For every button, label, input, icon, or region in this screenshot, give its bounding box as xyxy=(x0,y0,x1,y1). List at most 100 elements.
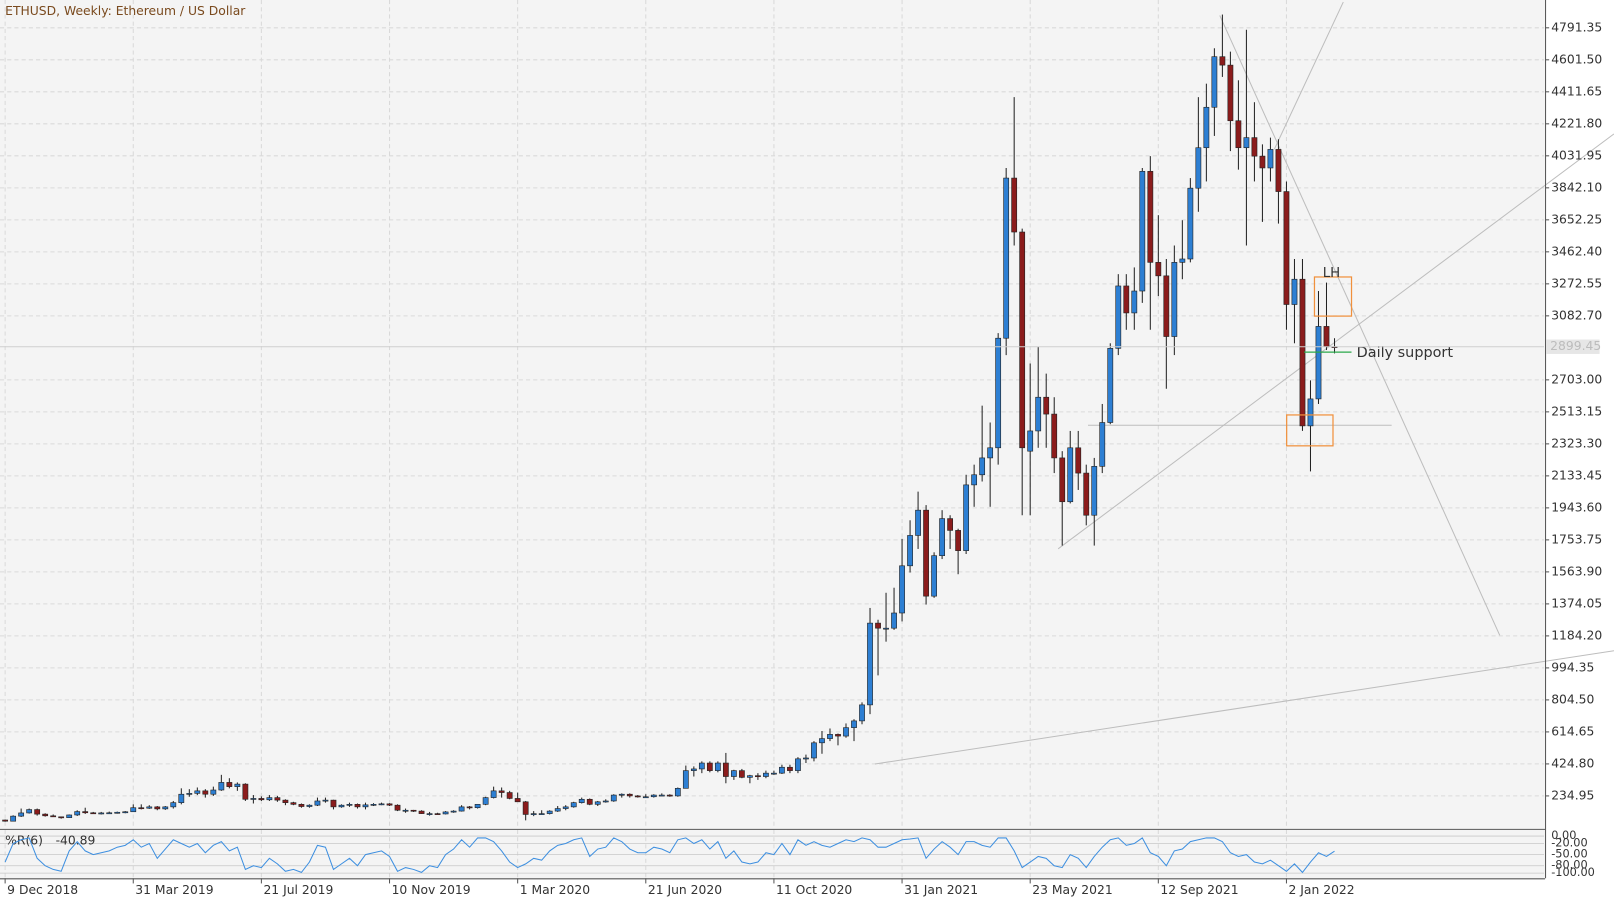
candle-body xyxy=(450,810,457,813)
candle-body xyxy=(891,612,897,629)
y-tick-label: 804.50 xyxy=(1551,692,1594,706)
candle-body xyxy=(130,807,137,813)
candle-body xyxy=(386,803,393,806)
candle-body xyxy=(1219,56,1226,66)
candle-body xyxy=(194,790,201,794)
x-tick-label: 11 Oct 2020 xyxy=(776,883,852,897)
candle-body xyxy=(698,762,705,770)
candle-body xyxy=(1051,413,1058,459)
candle-body xyxy=(282,799,289,803)
candle-body xyxy=(1011,177,1018,233)
candle-body xyxy=(482,797,489,805)
y-tick-label: 1753.75 xyxy=(1551,532,1602,546)
candle-body xyxy=(154,806,161,810)
candle-body xyxy=(402,809,409,812)
candle-body xyxy=(1083,472,1090,516)
trend-line xyxy=(1219,15,1501,636)
candle-body xyxy=(1211,56,1218,108)
candle-body xyxy=(1235,120,1242,149)
y-tick-label: 4221.80 xyxy=(1551,116,1602,130)
candle-body xyxy=(538,813,545,815)
candle-body xyxy=(931,555,937,597)
candle-body xyxy=(1019,231,1026,449)
y-tick-label: 614.65 xyxy=(1551,724,1594,738)
candle-body xyxy=(963,484,970,551)
candle-body xyxy=(907,535,913,567)
candle-body xyxy=(1067,447,1074,503)
annotation: LH xyxy=(1323,266,1341,281)
candle-body xyxy=(58,816,65,819)
candle-body xyxy=(330,799,337,808)
candle-body xyxy=(426,813,433,815)
candle-body xyxy=(162,806,169,810)
candle-body xyxy=(915,509,921,536)
candle-body xyxy=(2,819,9,822)
candle-body xyxy=(1115,285,1122,349)
candle-body xyxy=(114,811,121,814)
candle-body xyxy=(819,738,825,744)
candle-body xyxy=(747,775,753,778)
y-tick-label: 2513.15 xyxy=(1551,404,1602,418)
candle-body xyxy=(546,810,553,814)
chart-title: ETHUSD, Weekly: Ethereum / US Dollar xyxy=(5,4,246,18)
candle-body xyxy=(1187,187,1194,260)
x-tick-label: 12 Sep 2021 xyxy=(1160,883,1238,897)
candle-body xyxy=(1123,285,1130,314)
candle-body xyxy=(266,797,273,801)
x-tick-label: 23 May 2021 xyxy=(1032,883,1112,897)
candle-body xyxy=(899,565,905,614)
candle-body xyxy=(74,811,81,816)
candle-body xyxy=(594,801,601,805)
candle-body xyxy=(971,474,978,486)
candle-body xyxy=(506,792,513,799)
candle-body xyxy=(1195,147,1202,189)
x-tick-label: 10 Nov 2019 xyxy=(392,883,471,897)
trend-line xyxy=(1057,133,1614,550)
candle-body xyxy=(650,794,657,798)
candle-body xyxy=(722,762,729,777)
candle-body xyxy=(1323,326,1330,347)
annotation: Daily support xyxy=(1357,345,1454,361)
candle-body xyxy=(458,806,465,812)
candle-body xyxy=(466,806,473,809)
candle-body xyxy=(1099,422,1106,467)
candle-body xyxy=(138,807,145,810)
candle-body xyxy=(626,793,633,797)
candle-body xyxy=(1315,326,1322,400)
candle-body xyxy=(987,447,994,459)
candle-body xyxy=(739,770,745,778)
y-tick-label: 2703.00 xyxy=(1551,372,1602,386)
candle-body xyxy=(1251,137,1258,157)
candle-body xyxy=(210,789,217,795)
candle-body xyxy=(146,806,153,809)
candle-body xyxy=(26,809,33,814)
y-tick-label: 1374.05 xyxy=(1551,596,1602,610)
candle-body xyxy=(250,798,257,800)
candle-body xyxy=(530,813,537,815)
candle-body xyxy=(795,758,801,771)
candle-body xyxy=(34,809,41,815)
candles xyxy=(2,14,1338,822)
candle-body xyxy=(1179,258,1186,263)
candle-body xyxy=(314,800,321,806)
indicator-tick-label: -100.00 xyxy=(1551,865,1595,879)
candle-body xyxy=(578,798,585,803)
candle-body xyxy=(1275,149,1282,192)
candle-body xyxy=(835,734,841,737)
candle-body xyxy=(811,742,817,759)
candle-body xyxy=(979,457,986,476)
candle-body xyxy=(634,795,641,798)
y-tick-label: 2133.45 xyxy=(1551,468,1602,482)
overlay: LH Daily support xyxy=(1286,266,1454,447)
x-tick-label: 31 Jan 2021 xyxy=(904,883,978,897)
y-tick-label: 3082.70 xyxy=(1551,308,1602,322)
y-tick-label: 2323.30 xyxy=(1551,436,1602,450)
candle-body xyxy=(306,804,313,807)
candle-body xyxy=(1107,348,1114,423)
y-tick-label: 3842.10 xyxy=(1551,180,1602,194)
indicator-name: %R(6) xyxy=(5,834,43,848)
candle-body xyxy=(706,762,713,771)
candle-body xyxy=(859,704,865,722)
